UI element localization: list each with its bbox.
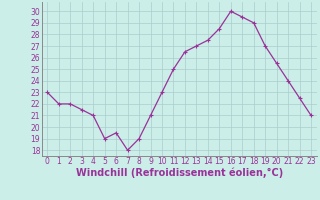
X-axis label: Windchill (Refroidissement éolien,°C): Windchill (Refroidissement éolien,°C) [76,168,283,178]
